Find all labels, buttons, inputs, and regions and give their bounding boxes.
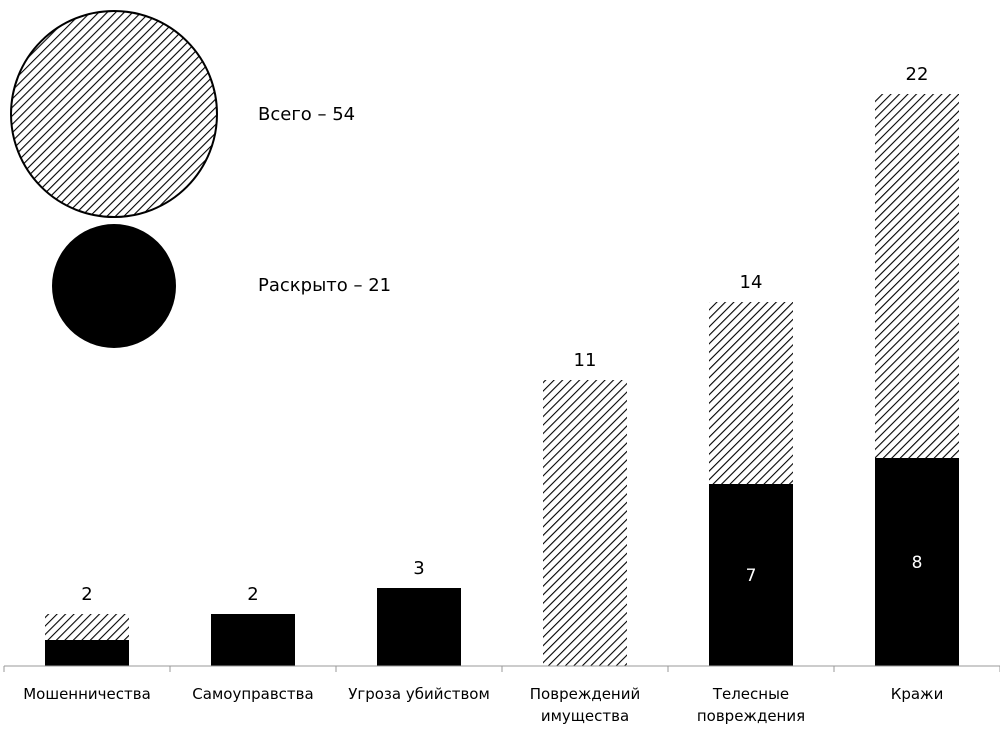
bar-solved — [45, 640, 129, 666]
category-label: Повреждений — [530, 685, 640, 703]
category-label: повреждения — [697, 707, 805, 725]
data-label-solved: 8 — [912, 553, 923, 573]
legend-total-text: Всего – 54 — [258, 104, 355, 125]
data-label-total: 14 — [740, 272, 763, 293]
category-label: Самоуправства — [192, 685, 313, 703]
bar-total — [543, 380, 627, 666]
legend-total-marker — [10, 10, 218, 218]
category-label: Мошенничества — [23, 685, 151, 703]
category-label: Телесные — [712, 685, 789, 703]
data-label-total: 2 — [81, 584, 92, 605]
data-label-total: 3 — [413, 558, 424, 579]
x-axis: Мошенничества Самоуправства Угроза убийств… — [3, 665, 1000, 725]
bars-layer — [45, 94, 959, 666]
data-label-solved: 7 — [746, 566, 757, 586]
bar-solved — [709, 484, 793, 666]
data-label-total: 2 — [247, 584, 258, 605]
bar-solved — [377, 588, 461, 666]
category-label: имущества — [541, 707, 629, 725]
legend-solved-text: Раскрыто – 21 — [258, 275, 391, 296]
category-label: Угроза убийством — [348, 685, 490, 703]
bar-solved — [875, 458, 959, 666]
bar-solved — [211, 614, 295, 666]
category-label: Кражи — [891, 685, 944, 703]
data-label-total: 22 — [906, 64, 929, 85]
data-label-total: 11 — [574, 350, 597, 371]
legend-solved-marker — [52, 224, 176, 348]
legend: Всего – 54 Раскрыто – 21 — [10, 10, 391, 348]
